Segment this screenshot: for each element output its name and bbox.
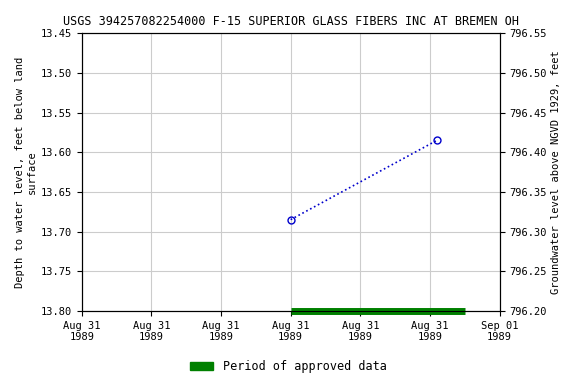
Legend: Period of approved data: Period of approved data: [185, 356, 391, 378]
Y-axis label: Depth to water level, feet below land
surface: Depth to water level, feet below land su…: [15, 56, 37, 288]
Title: USGS 394257082254000 F-15 SUPERIOR GLASS FIBERS INC AT BREMEN OH: USGS 394257082254000 F-15 SUPERIOR GLASS…: [63, 15, 518, 28]
Y-axis label: Groundwater level above NGVD 1929, feet: Groundwater level above NGVD 1929, feet: [551, 50, 561, 294]
